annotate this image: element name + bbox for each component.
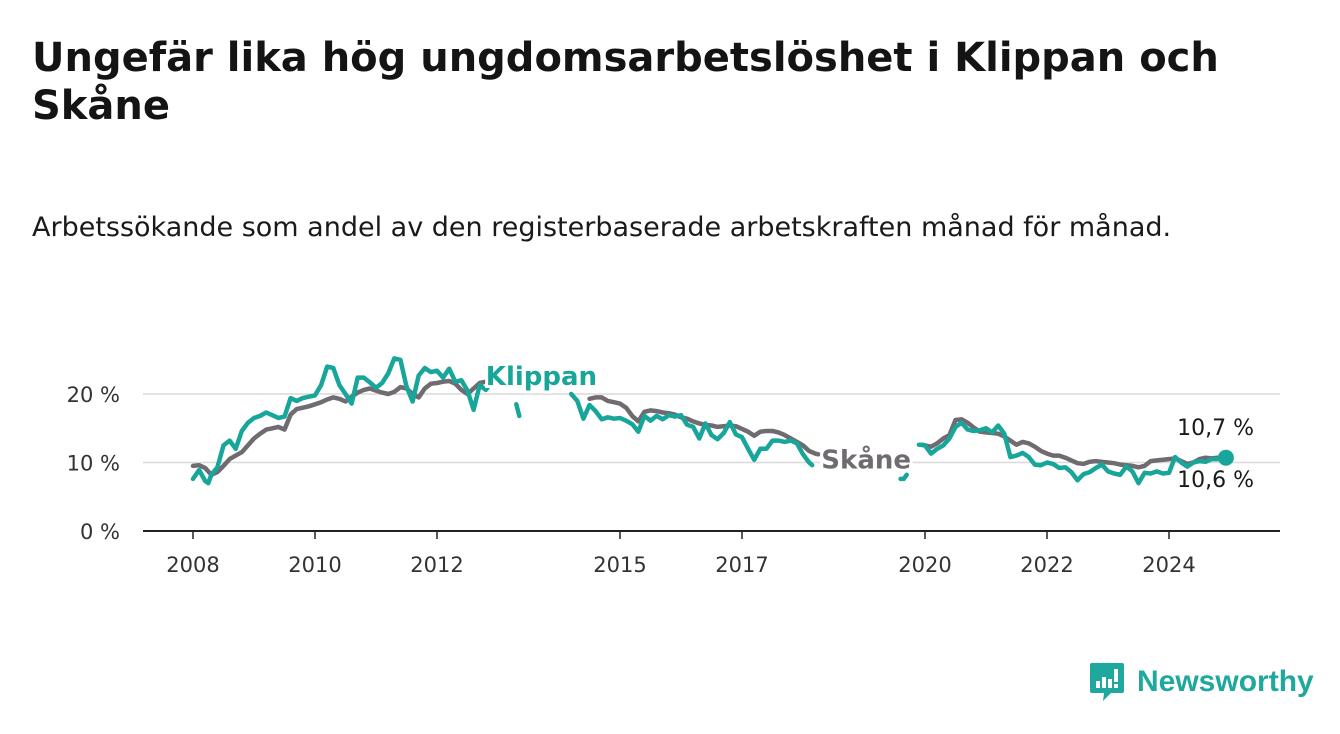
last-value-skane: 10,6 % bbox=[1177, 468, 1254, 493]
series-label-skane: Skåne bbox=[821, 444, 911, 476]
x-tick-label: 2010 bbox=[288, 553, 341, 577]
chart-subtitle: Arbetssökande som andel av den registerb… bbox=[32, 212, 1172, 243]
x-tick-label: 2015 bbox=[593, 553, 646, 577]
series-labels: Klippan Skåne 10,7 % 10,6 % bbox=[483, 359, 1254, 493]
series-label-klippan: Klippan bbox=[486, 362, 597, 392]
chart-title: Ungefär lika hög ungdomsarbetslöshet i K… bbox=[32, 35, 1219, 129]
last-value-klippan: 10,7 % bbox=[1177, 416, 1254, 441]
y-axis-tick-labels: 0 % 10 % 20 % bbox=[67, 383, 120, 544]
newsworthy-brand: Newsworthy bbox=[1089, 662, 1314, 702]
end-point-klippan bbox=[1217, 449, 1234, 466]
x-tick-label: 2008 bbox=[166, 553, 219, 577]
y-tick-label: 0 % bbox=[80, 520, 120, 544]
y-tick-label: 20 % bbox=[67, 383, 120, 407]
series-line-klippan bbox=[190, 356, 1227, 486]
x-tick-label: 2020 bbox=[898, 553, 951, 577]
x-tick-label: 2017 bbox=[715, 553, 768, 577]
x-axis: 2008 2010 2012 2015 2017 2020 2022 2024 bbox=[143, 530, 1280, 577]
x-tick-label: 2022 bbox=[1020, 553, 1073, 577]
x-tick-label: 2024 bbox=[1142, 553, 1195, 577]
y-tick-label: 10 % bbox=[67, 452, 120, 476]
brand-name: Newsworthy bbox=[1137, 665, 1314, 698]
x-tick-label: 2012 bbox=[410, 553, 463, 577]
newsworthy-logo-icon bbox=[1090, 663, 1124, 701]
series-layer bbox=[190, 356, 1234, 486]
